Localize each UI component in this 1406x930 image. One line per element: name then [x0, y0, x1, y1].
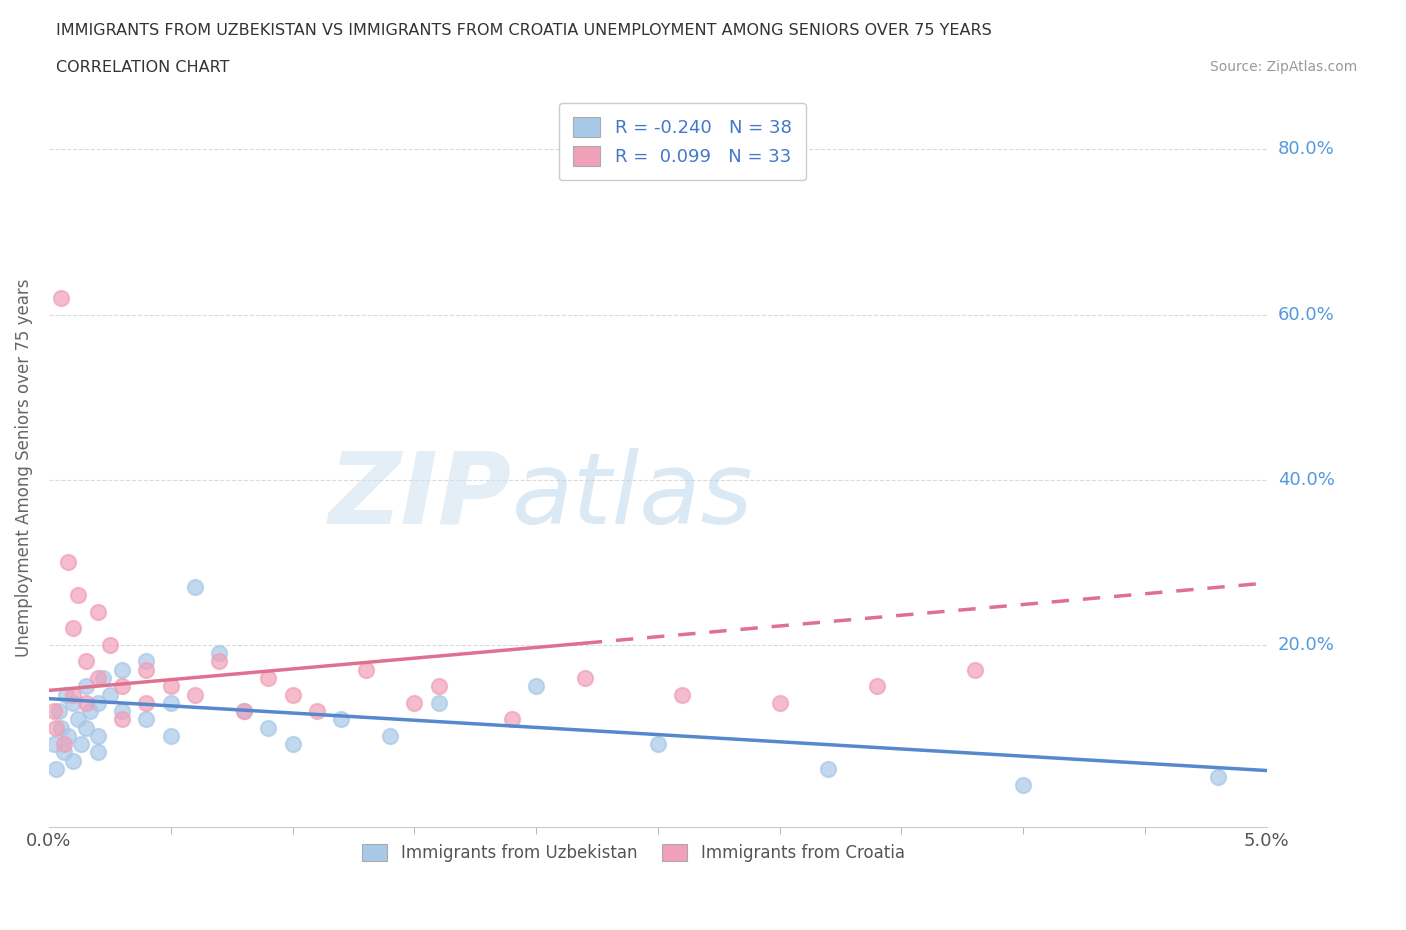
Point: [281, 737, 304, 751]
Point: [769, 696, 792, 711]
Point: [184, 579, 207, 594]
Point: [75, 720, 97, 735]
Text: CORRELATION CHART: CORRELATION CHART: [56, 60, 229, 75]
Point: [184, 687, 207, 702]
Point: [62, 687, 84, 702]
Point: [574, 671, 596, 685]
Point: [98, 687, 121, 702]
Text: atlas: atlas: [512, 447, 754, 545]
Point: [135, 654, 157, 669]
Text: 20.0%: 20.0%: [1278, 636, 1334, 654]
Point: [98, 638, 121, 653]
Legend: Immigrants from Uzbekistan, Immigrants from Croatia: Immigrants from Uzbekistan, Immigrants f…: [356, 837, 911, 869]
Point: [75, 654, 97, 669]
Point: [86, 696, 108, 711]
Point: [208, 645, 231, 660]
Point: [330, 711, 353, 726]
Point: [58, 555, 80, 570]
Point: [378, 728, 401, 743]
Point: [49, 720, 72, 735]
Y-axis label: Unemployment Among Seniors over 75 years: Unemployment Among Seniors over 75 years: [15, 278, 32, 657]
Point: [501, 711, 523, 726]
Point: [67, 588, 90, 603]
Point: [671, 687, 693, 702]
Point: [1012, 778, 1035, 793]
Text: 40.0%: 40.0%: [1278, 471, 1334, 489]
Point: [42, 737, 65, 751]
Text: 60.0%: 60.0%: [1278, 306, 1334, 324]
Point: [111, 704, 134, 719]
Text: 80.0%: 80.0%: [1278, 140, 1334, 158]
Point: [647, 737, 669, 751]
Point: [135, 711, 157, 726]
Point: [963, 662, 986, 677]
Point: [1206, 770, 1229, 785]
Point: [232, 704, 254, 719]
Point: [86, 671, 108, 685]
Point: [52, 737, 75, 751]
Point: [75, 679, 97, 694]
Point: [45, 762, 67, 777]
Point: [62, 696, 84, 711]
Point: [866, 679, 889, 694]
Point: [427, 696, 450, 711]
Text: Source: ZipAtlas.com: Source: ZipAtlas.com: [1209, 60, 1357, 74]
Point: [427, 679, 450, 694]
Point: [62, 621, 84, 636]
Point: [86, 728, 108, 743]
Point: [86, 745, 108, 760]
Point: [86, 604, 108, 619]
Point: [55, 687, 77, 702]
Point: [111, 662, 134, 677]
Point: [49, 290, 72, 305]
Point: [159, 679, 181, 694]
Point: [524, 679, 547, 694]
Point: [257, 720, 280, 735]
Point: [817, 762, 839, 777]
Point: [75, 696, 97, 711]
Point: [48, 704, 70, 719]
Point: [67, 711, 90, 726]
Point: [111, 679, 134, 694]
Point: [257, 671, 280, 685]
Point: [111, 711, 134, 726]
Text: ZIP: ZIP: [329, 447, 512, 545]
Point: [42, 704, 65, 719]
Point: [135, 696, 157, 711]
Point: [305, 704, 328, 719]
Point: [58, 728, 80, 743]
Point: [208, 654, 231, 669]
Point: [354, 662, 377, 677]
Point: [62, 753, 84, 768]
Point: [91, 671, 114, 685]
Point: [69, 737, 91, 751]
Point: [159, 728, 181, 743]
Point: [79, 704, 101, 719]
Point: [159, 696, 181, 711]
Point: [135, 662, 157, 677]
Point: [281, 687, 304, 702]
Point: [45, 720, 67, 735]
Point: [52, 745, 75, 760]
Point: [232, 704, 254, 719]
Text: IMMIGRANTS FROM UZBEKISTAN VS IMMIGRANTS FROM CROATIA UNEMPLOYMENT AMONG SENIORS: IMMIGRANTS FROM UZBEKISTAN VS IMMIGRANTS…: [56, 23, 993, 38]
Point: [404, 696, 426, 711]
